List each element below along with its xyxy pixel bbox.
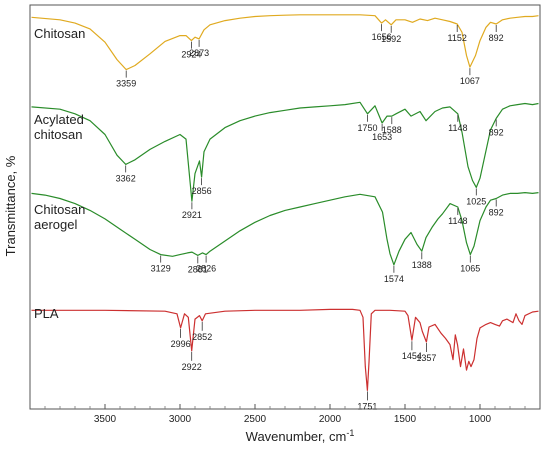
x-axis-title-superscript: -1 (346, 428, 354, 438)
peak-label: 1592 (381, 34, 401, 44)
peak-label: 1357 (416, 353, 436, 363)
peak-label: 1751 (357, 401, 377, 411)
peak-label: 2924 (181, 50, 201, 60)
series-line-pla (31, 308, 539, 391)
series-label-chitosan: Chitosan (34, 26, 85, 41)
peak-label: 1388 (412, 260, 432, 270)
x-axis-ticks: 3500 3000 2500 2000 1500 1000 (44, 404, 526, 425)
peak-label: 2922 (182, 362, 202, 372)
x-tick-label: 1000 (469, 414, 492, 425)
series-label-chitosan-aerogel: aerogel (34, 217, 77, 232)
series-label-acylated-chitosan: Acylated (34, 112, 84, 127)
peak-label: 3362 (116, 173, 136, 183)
plot-frame (29, 4, 541, 410)
x-tick-label: 3000 (169, 414, 192, 425)
peak-label: 1065 (460, 264, 480, 274)
peak-label: 1152 (448, 33, 467, 43)
series-layer (31, 14, 539, 391)
peak-label: 892 (489, 208, 504, 218)
peak-label: 1067 (460, 76, 480, 86)
y-axis-title: Transmittance, % (3, 155, 18, 256)
x-axis-title: Wavenumber, cm-1 (246, 428, 355, 444)
peak-label: 1025 (466, 196, 486, 206)
peak-label: 1656 (372, 32, 392, 42)
peak-label: 1148 (448, 216, 467, 226)
peak-label: 1574 (384, 274, 404, 284)
x-tick-label: 3500 (94, 414, 117, 425)
peak-label: 1653 (372, 132, 392, 142)
peak-label: 1454 (402, 351, 422, 361)
peak-label: 1148 (448, 123, 467, 133)
series-label-chitosan-aerogel: Chitosan (34, 202, 85, 217)
series-line-acylated-chitosan (31, 101, 539, 202)
x-tick-label: 2000 (319, 414, 342, 425)
peak-label: 892 (489, 127, 504, 137)
peak-label: 2881 (188, 264, 208, 274)
x-tick-label: 1500 (394, 414, 417, 425)
peak-label: 3129 (151, 264, 171, 274)
peak-label: 1750 (357, 123, 377, 133)
series-label-layer: ChitosanAcylatedchitosanChitosanaerogelP… (34, 26, 85, 321)
series-line-chitosan-aerogel (31, 192, 539, 266)
peak-label: 1588 (382, 125, 402, 135)
peak-label: 2826 (196, 264, 216, 274)
peak-label: 2996 (171, 339, 191, 349)
peak-label: 2856 (192, 186, 212, 196)
series-label-acylated-chitosan: chitosan (34, 127, 82, 142)
peak-label: 892 (489, 33, 504, 43)
x-axis-title-main: Wavenumber, cm (246, 429, 347, 444)
peak-label: 2921 (182, 210, 202, 220)
peak-label: 2873 (189, 48, 209, 58)
x-tick-label: 2500 (244, 414, 267, 425)
series-line-chitosan (31, 14, 539, 71)
series-label-pla: PLA (34, 306, 59, 321)
peak-label: 3359 (116, 79, 136, 89)
peak-label: 2852 (192, 332, 212, 342)
